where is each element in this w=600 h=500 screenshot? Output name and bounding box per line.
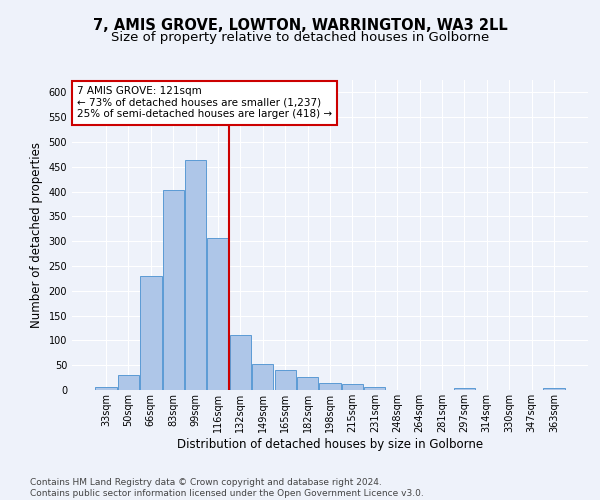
Bar — [319, 382, 341, 390]
Bar — [185, 160, 206, 390]
X-axis label: Distribution of detached houses by size in Golborne: Distribution of detached houses by size … — [177, 438, 483, 450]
Bar — [230, 336, 251, 390]
Bar — [275, 370, 296, 390]
Bar — [208, 238, 229, 390]
Bar — [252, 364, 274, 390]
Text: 7, AMIS GROVE, LOWTON, WARRINGTON, WA3 2LL: 7, AMIS GROVE, LOWTON, WARRINGTON, WA3 2… — [92, 18, 508, 32]
Bar — [297, 376, 318, 390]
Text: Contains HM Land Registry data © Crown copyright and database right 2024.
Contai: Contains HM Land Registry data © Crown c… — [30, 478, 424, 498]
Bar — [140, 276, 161, 390]
Y-axis label: Number of detached properties: Number of detached properties — [30, 142, 43, 328]
Text: Size of property relative to detached houses in Golborne: Size of property relative to detached ho… — [111, 31, 489, 44]
Bar — [163, 190, 184, 390]
Bar — [95, 386, 117, 390]
Bar — [118, 375, 139, 390]
Bar — [364, 386, 385, 390]
Bar — [543, 388, 565, 390]
Text: 7 AMIS GROVE: 121sqm
← 73% of detached houses are smaller (1,237)
25% of semi-de: 7 AMIS GROVE: 121sqm ← 73% of detached h… — [77, 86, 332, 120]
Bar — [454, 388, 475, 390]
Bar — [342, 384, 363, 390]
